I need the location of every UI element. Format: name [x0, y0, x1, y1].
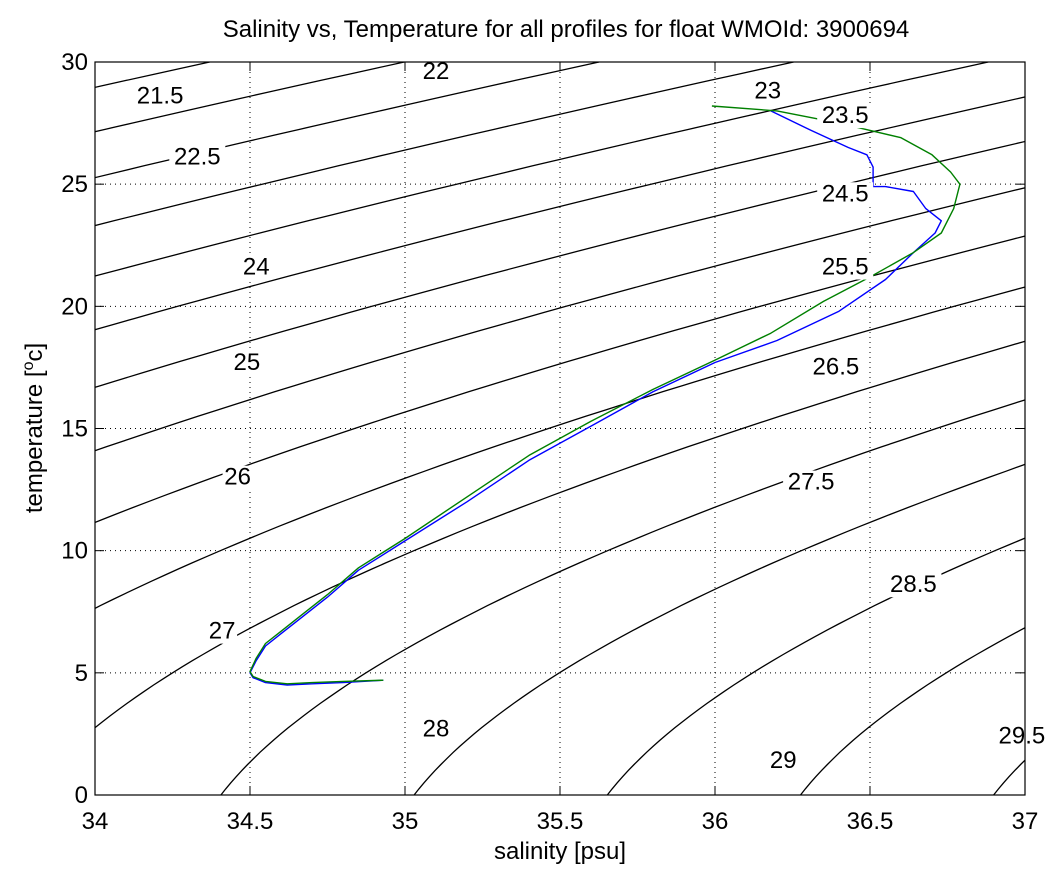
contour-label: 26.5	[813, 354, 860, 381]
contour-label-bg	[207, 619, 238, 644]
profile-series	[249, 105, 961, 686]
y-tick-label: 5	[75, 660, 88, 687]
contour-label-bg	[817, 104, 874, 129]
isopycnal-23-5	[95, 62, 794, 227]
x-tick-label: 36.5	[847, 808, 894, 835]
isopycnal-29	[799, 627, 1025, 795]
isopycnal-26-5	[95, 286, 1025, 610]
isopycnal-27	[95, 340, 1025, 729]
y-axis-label: temperature [oc]	[20, 343, 48, 513]
contour-label: 27.5	[788, 469, 835, 496]
y-axis-label-main: temperature [	[21, 370, 48, 513]
isopycnal-28	[413, 463, 1025, 795]
contour-label-bg	[132, 84, 189, 109]
density-contours	[0, 62, 1025, 795]
x-axis-label: salinity [psu]	[494, 838, 626, 865]
y-axis-label-tail: c]	[21, 343, 48, 362]
y-tick-label: 10	[61, 538, 88, 565]
y-tick-label: 20	[61, 293, 88, 320]
x-tick-label: 34	[82, 808, 109, 835]
contour-label-bg	[222, 465, 253, 490]
x-tick-label: 35	[392, 808, 419, 835]
contour-label-bg	[169, 145, 226, 170]
contour-labels: 21.5 22 22.5 23 23.5 24 24.5 25 25.5 26 26.5 27 27.5…	[132, 58, 1050, 774]
isopycnal-21-5	[0, 62, 15, 795]
isopycnal-24	[95, 62, 989, 277]
contour-label: 25.5	[822, 254, 869, 281]
y-axis-label-sup: o	[20, 361, 37, 370]
contour-label: 24	[243, 254, 270, 281]
contour-label: 26	[224, 464, 251, 491]
contour-label: 29	[770, 747, 797, 774]
contour-label-bg	[783, 470, 840, 495]
contour-label: 25	[234, 349, 261, 376]
contour-label-bg	[231, 350, 262, 375]
isopycnal-24-5	[95, 96, 1025, 331]
contour-label-bg	[768, 749, 799, 774]
contour-label: 21.5	[137, 83, 184, 110]
contour-label: 27	[209, 618, 236, 645]
x-tick-label: 34.5	[227, 808, 274, 835]
contour-label: 22	[423, 58, 450, 85]
chart-title: Salinity vs, Temperature for all profile…	[223, 16, 910, 43]
profile-line-2	[249, 105, 961, 685]
contour-label-bg	[817, 182, 874, 207]
contour-label-bg	[807, 355, 864, 380]
contour-label-bg	[752, 79, 783, 104]
x-axis-ticks: 34 34.5 35 35.5 36 36.5 37	[82, 62, 1039, 835]
contour-label-bg	[885, 573, 942, 598]
contour-label: 29.5	[999, 723, 1046, 750]
contour-label: 23.5	[822, 102, 869, 129]
contour-label-bg	[241, 255, 272, 280]
y-tick-label: 0	[75, 782, 88, 809]
y-tick-label: 25	[61, 171, 88, 198]
contour-label: 28	[423, 715, 450, 742]
isopycnal-28-5	[606, 537, 1025, 795]
contour-label: 28.5	[890, 571, 937, 598]
x-tick-label: 37	[1012, 808, 1039, 835]
y-tick-label: 15	[61, 416, 88, 443]
y-tick-label: 30	[61, 49, 88, 76]
y-axis-ticks: 0 5 10 15 20 25 30	[61, 49, 1025, 809]
isopycnal-26	[95, 235, 1025, 524]
contour-label-bg	[421, 60, 451, 85]
contour-label-bg	[421, 717, 451, 742]
x-tick-label: 35.5	[537, 808, 584, 835]
contour-label: 22.5	[174, 144, 221, 171]
contour-label: 23	[754, 78, 781, 105]
contour-label-bg	[993, 724, 1050, 749]
contour-label: 24.5	[822, 180, 869, 207]
contour-label-bg	[817, 255, 874, 280]
isopycnal-27-5	[220, 399, 1025, 795]
x-tick-label: 36	[702, 808, 729, 835]
isopycnal-25-5	[95, 187, 1025, 452]
